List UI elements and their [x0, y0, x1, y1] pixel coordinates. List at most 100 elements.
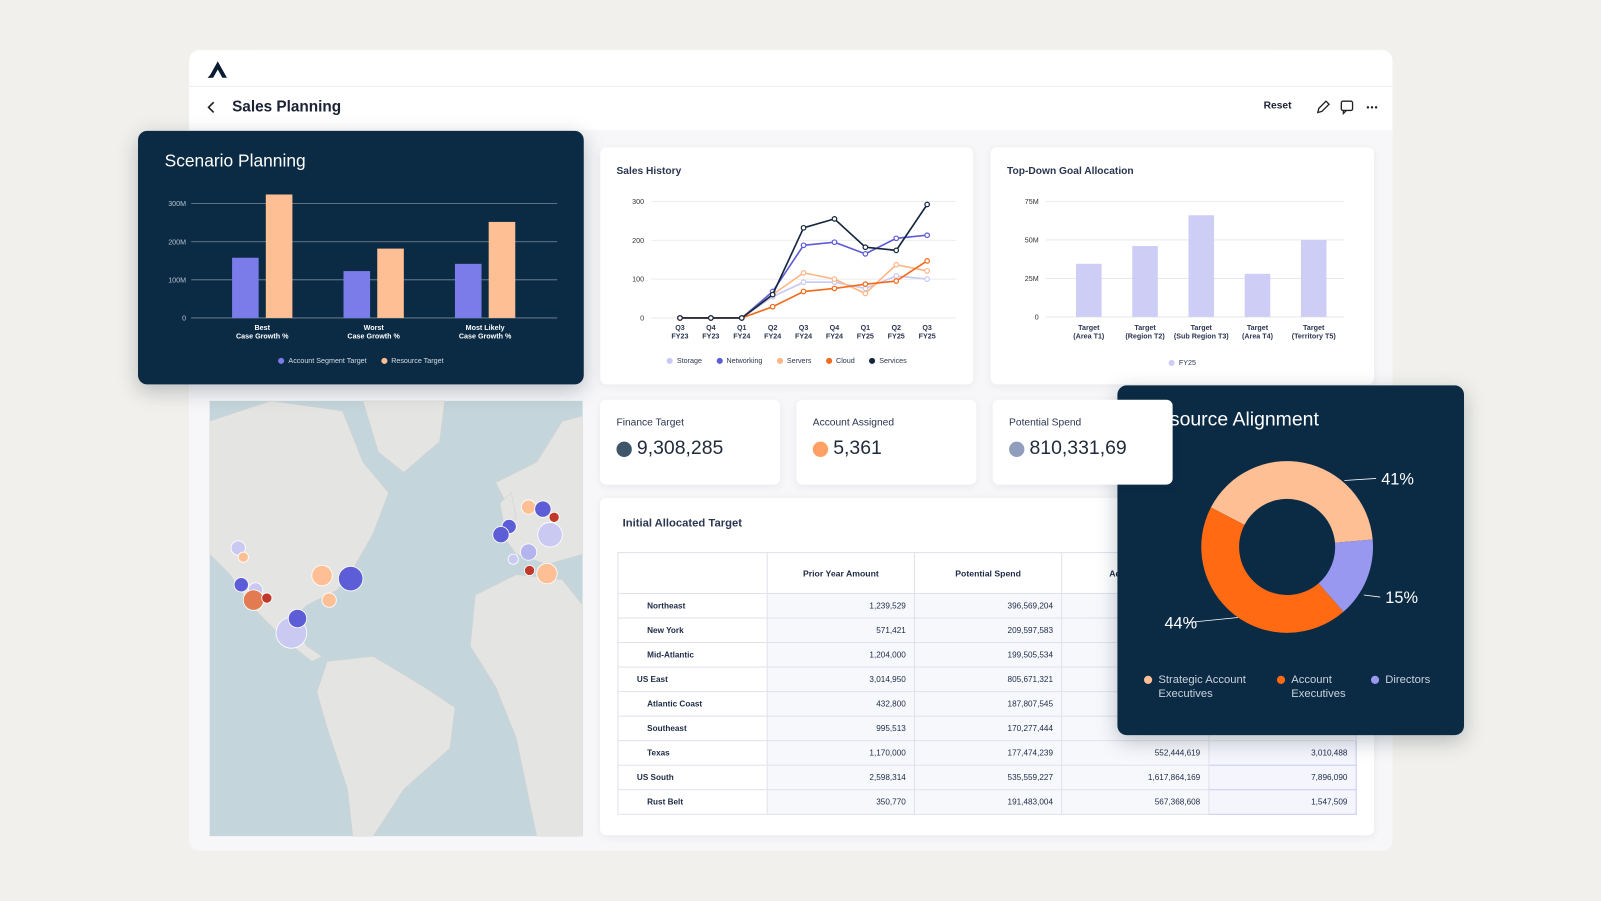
bar [1132, 246, 1158, 317]
point [800, 224, 807, 231]
x-tick-label: Target (Area T1) [1073, 325, 1105, 341]
kpi-value: 9,308,285 [636, 437, 724, 460]
y-tick-label: 300 [632, 198, 644, 206]
cell: 2,598,314 [766, 764, 916, 791]
header-cell: Prior Year Amount [766, 552, 916, 594]
chart-title: Scenario Planning [164, 151, 306, 171]
legend-label: Servers [786, 357, 812, 365]
value-label: 41% [1381, 471, 1414, 489]
bar [265, 194, 293, 318]
back-button[interactable] [204, 100, 218, 114]
cell: 177,474,239 [913, 740, 1063, 766]
donut-segment [1318, 539, 1374, 612]
bar [232, 257, 259, 318]
y-tick-label: 0 [640, 315, 644, 323]
point [924, 201, 931, 208]
comment-icon[interactable] [1340, 100, 1354, 112]
point [893, 273, 900, 279]
reset-button[interactable]: Reset [1263, 100, 1292, 112]
x-tick-label: Q3 FY23 [671, 325, 689, 341]
map-bubble [534, 500, 552, 518]
kpi-card: Account Assigned 5,361 [796, 399, 977, 485]
legend-swatch [869, 357, 876, 364]
y-tick-label: 0 [182, 315, 186, 323]
point [862, 244, 869, 251]
donut-segment [1210, 461, 1373, 543]
legend-label: Resource Target [391, 357, 444, 365]
legend-label: Directors [1385, 673, 1431, 686]
point [769, 303, 776, 310]
cell: 187,807,545 [913, 691, 1063, 717]
legend-swatch [716, 357, 723, 364]
point [769, 291, 776, 298]
legend-item: Account Segment Target [278, 357, 367, 365]
map-bubble [321, 592, 337, 608]
legend-label: Services [879, 357, 907, 365]
map-bubble [548, 511, 560, 523]
cell: 571,421 [766, 617, 916, 644]
x-tick-label: Q2 FY24 [764, 325, 782, 341]
map-bubble [537, 522, 563, 548]
edit-icon[interactable] [1316, 100, 1330, 114]
kpi-label: Finance Target [616, 417, 684, 429]
point [924, 257, 931, 264]
point [831, 216, 838, 222]
more-icon[interactable] [1374, 106, 1378, 109]
legend: Strategic Account Executives Account Exec… [1144, 673, 1430, 702]
x-tick-label: Q3 FY24 [795, 325, 813, 341]
map-bubble [536, 562, 558, 585]
y-tick-label: 200M [168, 238, 186, 246]
cell: 995,513 [766, 715, 916, 742]
cell: 805,671,321 [913, 666, 1063, 693]
legend-item: Strategic Account Executives [1144, 673, 1261, 702]
cell: 350,770 [766, 789, 916, 815]
cell: 535,559,227 [913, 764, 1063, 791]
x-tick-label: Target (Area T4) [1241, 325, 1274, 341]
map-bubble [311, 564, 333, 587]
chart: 0 100M 200M 300M [168, 194, 558, 323]
legend: Storage Networking Servers Cloud Services [600, 357, 973, 365]
point [924, 268, 931, 274]
legend-label: Account Executives [1291, 673, 1346, 701]
map-bubble [519, 543, 538, 561]
x-tick-label: Q2 FY25 [887, 325, 905, 341]
divider [189, 85, 1393, 87]
legend-swatch [1144, 675, 1153, 684]
legend-label: Cloud [836, 357, 855, 365]
point [800, 288, 807, 295]
cell: 1,170,000 [766, 740, 916, 766]
legend-item: Servers [776, 357, 812, 365]
value-label: 44% [1164, 615, 1197, 633]
resource-card: Resource Alignment 41% 44% 15% Strategic Ac… [1117, 385, 1465, 736]
bar [1244, 273, 1271, 317]
legend-item: Resource Target [380, 357, 444, 365]
scenario-card: Scenario Planning 0 100M 200M 300M Best Case… [138, 130, 584, 385]
legend-label: FY25 [1178, 359, 1197, 368]
chart: 41% 44% 15% [1164, 461, 1418, 633]
row-label: Atlantic Coast [617, 691, 768, 717]
chart-title: Sales History [616, 165, 682, 177]
row-label: US East [617, 666, 768, 693]
legend-item: Cloud [825, 357, 855, 365]
toolbar-icons [1316, 100, 1378, 116]
header-cell: Potential Spend [913, 552, 1063, 594]
x-tick-label: Q4 FY23 [702, 325, 720, 341]
cell: 1,547,509 [1208, 789, 1357, 815]
cell: 1,239,529 [766, 592, 916, 619]
map [209, 400, 583, 837]
point [924, 232, 931, 239]
map-bubble [337, 565, 364, 592]
point [893, 235, 900, 242]
y-tick-label: 50M [1025, 236, 1039, 244]
legend: Account Segment Target Resource Target [138, 357, 584, 365]
logo [207, 61, 227, 78]
cell: 7,896,090 [1208, 764, 1357, 791]
legend-label: Strategic Account Executives [1158, 673, 1246, 701]
legend-swatch [776, 357, 783, 364]
value-label: 15% [1385, 589, 1418, 607]
point [831, 276, 838, 282]
legend-swatch [1370, 675, 1380, 684]
cell: 209,597,583 [913, 617, 1063, 644]
bar [454, 263, 482, 318]
